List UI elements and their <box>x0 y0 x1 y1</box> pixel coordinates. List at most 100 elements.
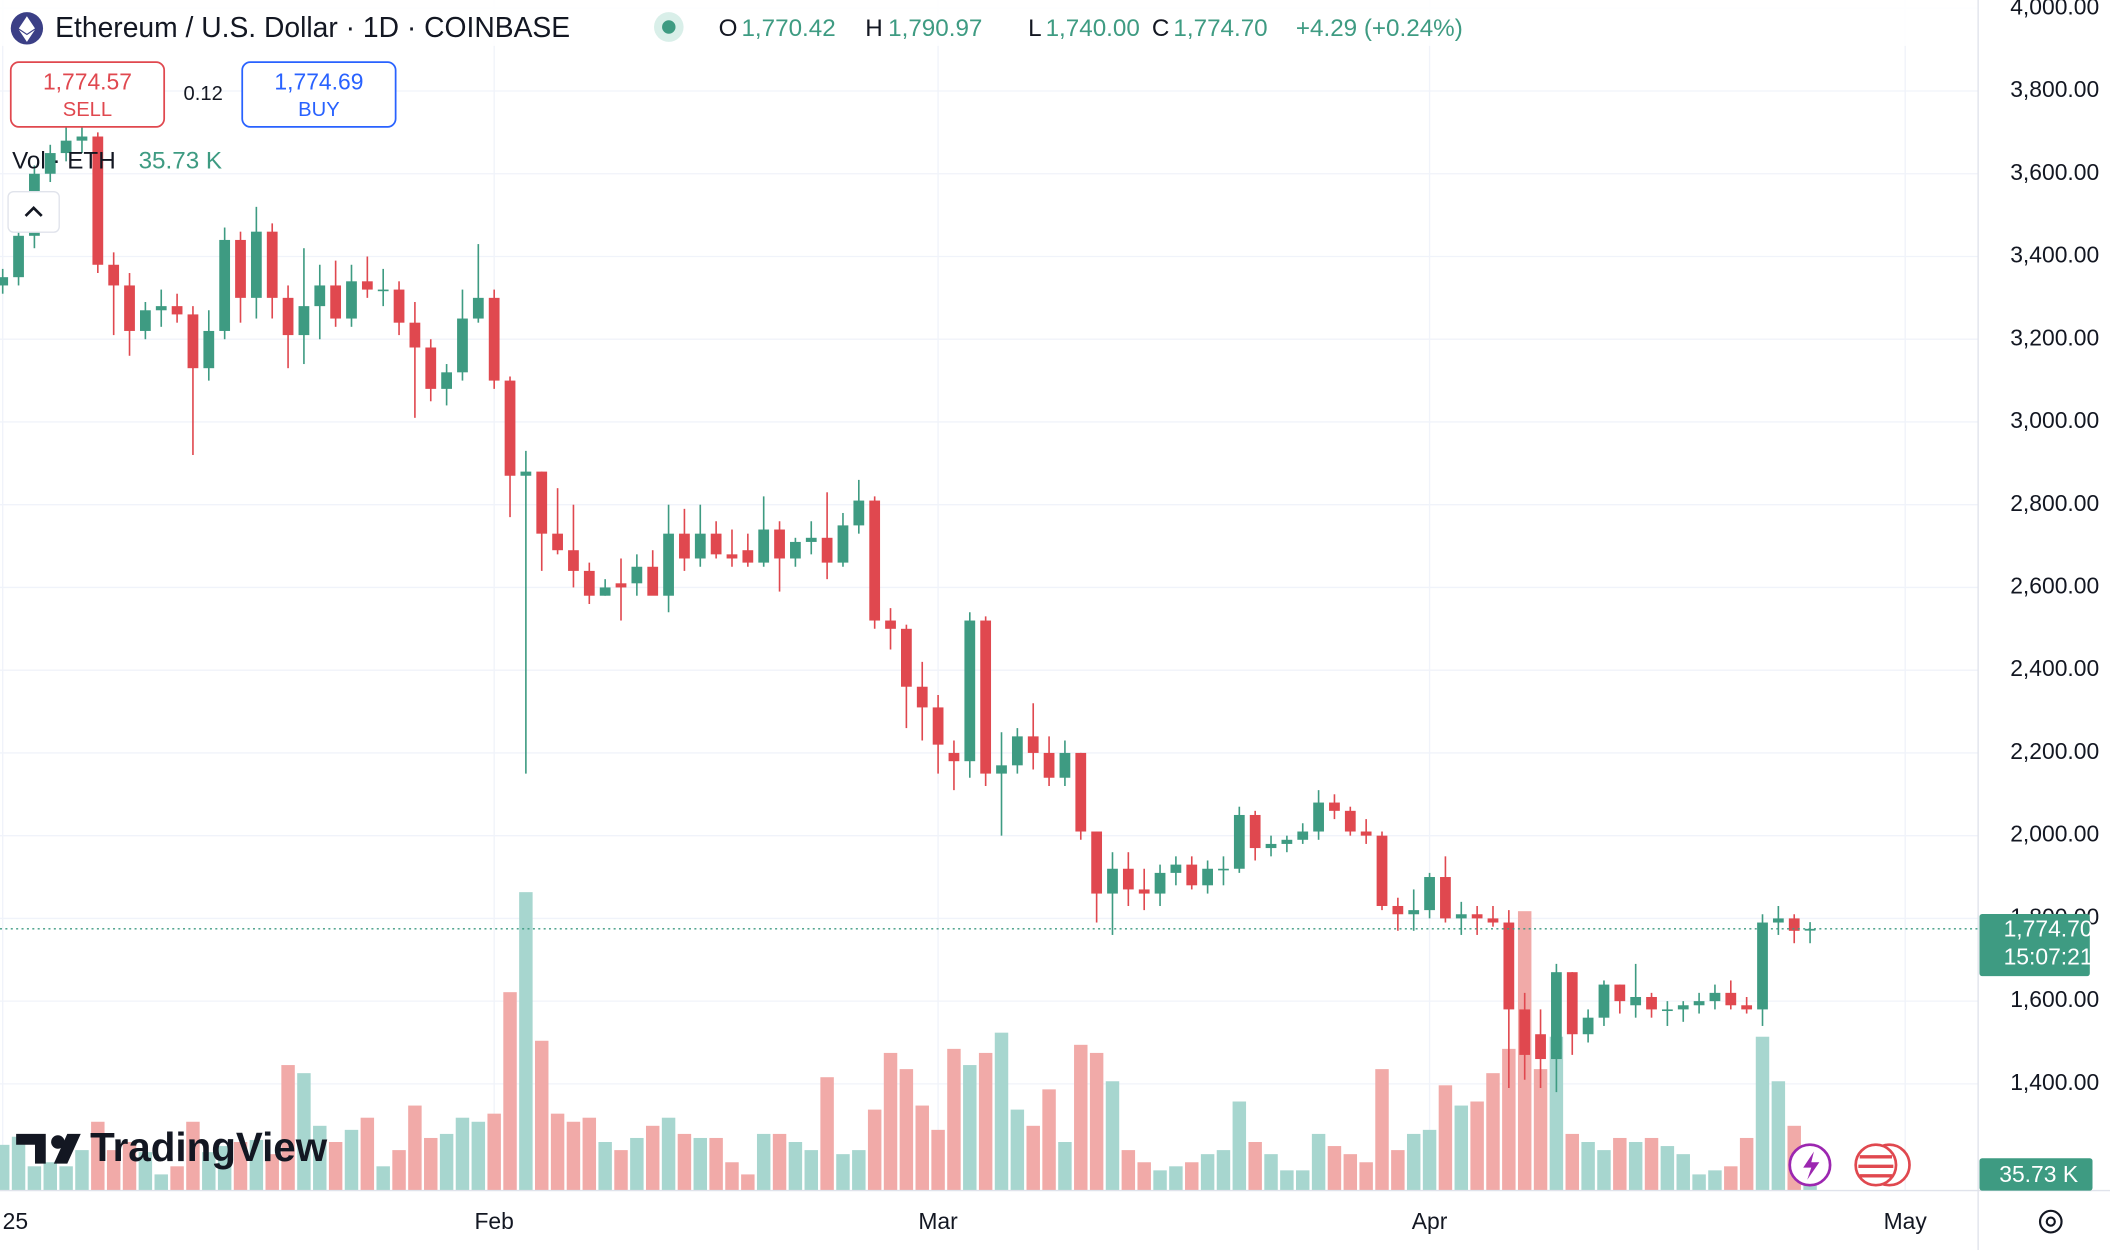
volume-bar <box>376 1166 390 1191</box>
candle-body <box>1487 918 1499 923</box>
volume-bar <box>1026 1125 1040 1191</box>
volume-bar <box>170 1166 184 1191</box>
candle-body <box>885 620 896 629</box>
settings-icon-core[interactable] <box>2045 1216 2056 1227</box>
buy-label[interactable]: BUY <box>298 99 340 121</box>
candle-body <box>1027 736 1039 753</box>
volume-bar <box>408 1105 422 1191</box>
volume-bar <box>1549 1036 1564 1191</box>
candle-body <box>932 707 944 745</box>
candle-body <box>1059 752 1071 778</box>
candle-body <box>1646 996 1657 1010</box>
volume-bar <box>1089 1052 1104 1191</box>
volume-bar <box>186 1121 200 1191</box>
candle-body <box>0 277 9 286</box>
y-tick-label: 2,400.00 <box>2010 655 2099 681</box>
volume-bar <box>614 1150 628 1191</box>
volume-bar <box>1660 1146 1675 1191</box>
candle-body <box>1424 877 1435 911</box>
flash-glyph[interactable] <box>1803 1151 1820 1180</box>
chevron[interactable] <box>24 205 43 217</box>
candle-body <box>1281 839 1293 844</box>
volume-bar <box>1359 1162 1373 1191</box>
volume-bar <box>1771 1081 1786 1191</box>
volume-bar <box>1454 1105 1469 1191</box>
volume-bar <box>471 1121 486 1191</box>
candle-body <box>805 537 817 542</box>
candle-body <box>758 529 770 563</box>
volume-bar <box>582 1117 597 1191</box>
candle-body <box>76 136 88 141</box>
candle-body <box>266 231 278 298</box>
volume-bar <box>820 1077 834 1191</box>
buy-box[interactable] <box>241 61 397 128</box>
volume-bar <box>1438 1085 1453 1191</box>
candle-body <box>790 541 801 559</box>
volume-bar <box>899 1069 914 1191</box>
sell-box[interactable] <box>9 61 166 128</box>
candle-body <box>1725 992 1737 1006</box>
volume-bar <box>915 1105 929 1191</box>
volume-bar <box>455 1117 470 1191</box>
candle-body <box>1709 992 1721 1002</box>
volume-bar <box>978 1052 993 1191</box>
volume-bar <box>1296 1170 1310 1191</box>
y-tick-label: 2,800.00 <box>2010 490 2099 516</box>
y-tick-label: 4,000.00 <box>2010 0 2099 19</box>
x-tick-label: Feb <box>474 1208 513 1234</box>
ohlc-value: 1,774.70 <box>1173 15 1267 42</box>
candle-body <box>1392 905 1404 915</box>
volume-bar <box>1375 1069 1389 1191</box>
candle-body <box>472 297 484 319</box>
candle-body <box>1297 831 1309 840</box>
sell-button[interactable]: 1,774.57 SELL <box>9 61 166 128</box>
candle-body <box>361 281 373 290</box>
volume-bar <box>836 1154 850 1191</box>
volume-bar <box>1644 1137 1659 1191</box>
volume-bar <box>1739 1137 1754 1191</box>
candle-body <box>457 318 468 373</box>
candle-body <box>171 306 183 315</box>
sell-label[interactable]: SELL <box>63 99 112 121</box>
candle-body <box>330 285 342 319</box>
volume-tag <box>1979 1158 2093 1191</box>
candle-body <box>1011 736 1023 766</box>
candle-body <box>710 533 722 555</box>
volume-bar <box>519 892 533 1191</box>
candle-body <box>980 620 992 774</box>
volume-tag-text: 35.73 K <box>1999 1161 2079 1187</box>
y-tick-label: 3,000.00 <box>2010 407 2099 433</box>
volume-bar <box>931 1129 945 1191</box>
candle-body <box>1662 1009 1673 1012</box>
candle-body <box>1804 928 1816 931</box>
ohlc-value: 1,770.42 <box>741 15 835 42</box>
volume-bar <box>852 1150 866 1191</box>
candle-body <box>1693 1001 1705 1006</box>
buy-button[interactable]: 1,774.69 BUY <box>241 61 397 128</box>
settings-icon[interactable] <box>2038 1209 2063 1234</box>
collapse-box[interactable] <box>7 191 60 233</box>
candle-body <box>1186 864 1198 886</box>
volume-bar <box>1676 1154 1690 1191</box>
collapse-button[interactable] <box>7 191 60 233</box>
volume-bar <box>424 1137 438 1191</box>
candle-body <box>409 322 421 348</box>
volume-bar <box>630 1137 644 1191</box>
candle-body <box>869 500 881 621</box>
candle-body <box>679 533 690 559</box>
volume-bar <box>598 1142 612 1191</box>
candle-body <box>552 533 563 551</box>
volume-bar <box>1597 1150 1611 1191</box>
candle-body <box>964 620 976 762</box>
candle-body <box>1329 802 1340 811</box>
candle-body <box>124 285 135 331</box>
candle-body <box>1455 914 1467 919</box>
sell-price[interactable]: 1,774.57 <box>43 69 132 95</box>
buy-price[interactable]: 1,774.69 <box>274 69 363 95</box>
volume-bar <box>297 1073 311 1191</box>
volume-bar <box>1755 1036 1770 1191</box>
candle-body <box>314 285 326 307</box>
y-tick-label: 3,200.00 <box>2010 324 2099 350</box>
volume-bar <box>1708 1170 1722 1191</box>
